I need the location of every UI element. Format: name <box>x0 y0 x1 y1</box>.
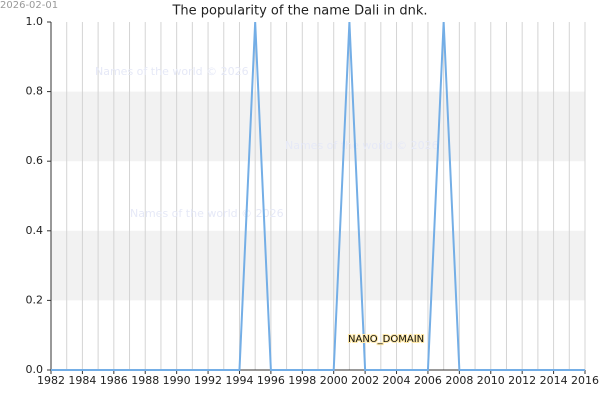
watermark: Names of the world © 2026 <box>95 65 249 78</box>
x-tick-label: 2002 <box>351 374 379 387</box>
x-tick-label: 1996 <box>257 374 285 387</box>
x-tick-label: 1998 <box>288 374 316 387</box>
watermark: Names of the world © 2026 <box>285 139 439 152</box>
y-tick-label: 1.0 <box>26 15 44 28</box>
x-tick-label: 2004 <box>383 374 411 387</box>
x-tick-label: 1988 <box>131 374 159 387</box>
x-tick-label: 2008 <box>445 374 473 387</box>
x-tick-label: 2000 <box>320 374 348 387</box>
y-tick-label: 0.6 <box>26 154 44 167</box>
y-tick-label: 0.8 <box>26 85 44 98</box>
x-tick-label: 1984 <box>68 374 96 387</box>
x-tick-label: 2016 <box>571 374 599 387</box>
date-stamp: 2026-02-01 <box>0 0 58 11</box>
x-tick-label: 1986 <box>100 374 128 387</box>
x-tick-label: 2006 <box>414 374 442 387</box>
x-tick-label: 2010 <box>477 374 505 387</box>
y-tick-label: 0.0 <box>26 363 44 376</box>
x-tick-label: 1994 <box>225 374 253 387</box>
x-tick-label: 1990 <box>163 374 191 387</box>
x-tick-label: 1992 <box>194 374 222 387</box>
chart-title: The popularity of the name Dali in dnk. <box>171 4 427 19</box>
x-tick-label: 1982 <box>37 374 65 387</box>
domain-label: NANO_DOMAIN <box>348 334 424 345</box>
watermark: Names of the world © 2026 <box>130 207 284 220</box>
y-tick-label: 0.2 <box>26 293 44 306</box>
x-tick-label: 2012 <box>508 374 536 387</box>
x-tick-label: 2014 <box>540 374 568 387</box>
line <box>51 21 585 371</box>
y-tick-label: 0.4 <box>26 224 44 237</box>
